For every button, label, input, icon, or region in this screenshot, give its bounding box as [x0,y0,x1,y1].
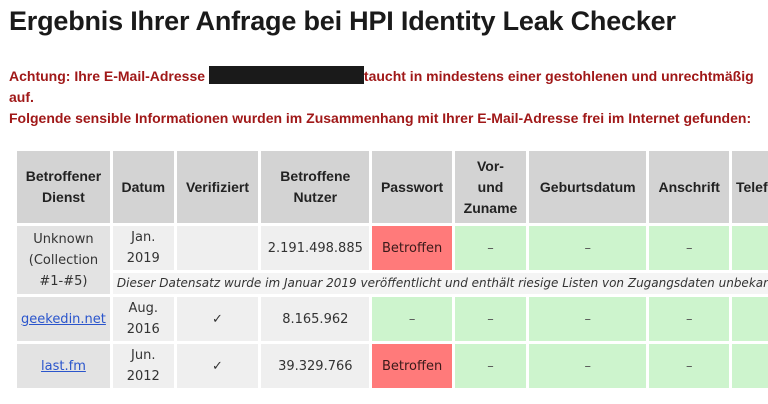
page-title: Ergebnis Ihrer Anfrage bei HPI Identity … [9,6,676,36]
service-cell: geekedin.net [17,297,110,341]
header-verified: Verifiziert [176,151,259,223]
service-cell: last.fm [17,344,110,388]
phone-cell: – [731,297,768,341]
table-row: geekedin.net Aug. 2016 ✓ 8.165.962 – – – … [17,297,768,341]
birth-cell: – [529,297,647,341]
verified-check-icon: ✓ [176,297,259,341]
alert-prefix: Achtung: Ihre E-Mail-Adresse [9,68,209,84]
header-address: Anschrift [649,151,729,223]
name-cell: – [454,344,527,388]
table-note-row: Dieser Datensatz wurde im Januar 2019 ve… [17,273,768,294]
date-cell: Aug. 2016 [112,297,174,341]
redacted-email [208,66,364,84]
birth-cell: – [529,226,647,270]
phone-cell: – [731,226,768,270]
verified-check-icon: ✓ [176,344,259,388]
date-cell: Jun. 2012 [112,344,174,388]
alert-message: Achtung: Ihre E-Mail-Adresse taucht in m… [9,66,768,129]
date-cell: Jan. 2019 [112,226,174,270]
alert-line3: Folgende sensible Informationen wurden i… [9,110,752,126]
users-cell: 39.329.766 [261,344,370,388]
name-cell: – [454,297,527,341]
verified-cell [176,226,259,270]
users-cell: 2.191.498.885 [261,226,370,270]
header-name: Vor-und Zuname [454,151,527,223]
header-service: Betroffener Dienst [17,151,110,223]
password-affected: Betroffen [372,344,452,388]
password-cell: – [372,297,452,341]
password-affected: Betroffen [372,226,452,270]
header-users: Betroffene Nutzer [261,151,370,223]
header-birthdate: Geburtsdatum [529,151,647,223]
birth-cell: – [529,344,647,388]
alert-suffix: taucht in mindestens einer gestohlenen u… [363,68,754,84]
users-cell: 8.165.962 [261,297,370,341]
table-row: last.fm Jun. 2012 ✓ 39.329.766 Betroffen … [17,344,768,388]
service-unknown: Unknown (Collection #1-#5) [17,226,110,294]
alert-line2: auf. [9,89,34,105]
name-cell: – [454,226,527,270]
service-link-lastfm[interactable]: last.fm [41,358,86,374]
header-phone: Telefonnummer [731,151,768,223]
table-row: Unknown (Collection #1-#5) Jan. 2019 2.191.… [17,226,768,294]
service-link-geekedin[interactable]: geekedin.net [21,311,106,327]
phone-cell: – [731,344,768,388]
address-cell: – [649,344,729,388]
dataset-note: Dieser Datensatz wurde im Januar 2019 ve… [112,273,768,294]
leak-results-table: Betroffener Dienst Datum Verifiziert Betr… [14,148,768,391]
header-date: Datum [112,151,174,223]
table-header-row: Betroffener Dienst Datum Verifiziert Betr… [17,151,768,223]
header-password: Passwort [372,151,452,223]
address-cell: – [649,297,729,341]
address-cell: – [649,226,729,270]
